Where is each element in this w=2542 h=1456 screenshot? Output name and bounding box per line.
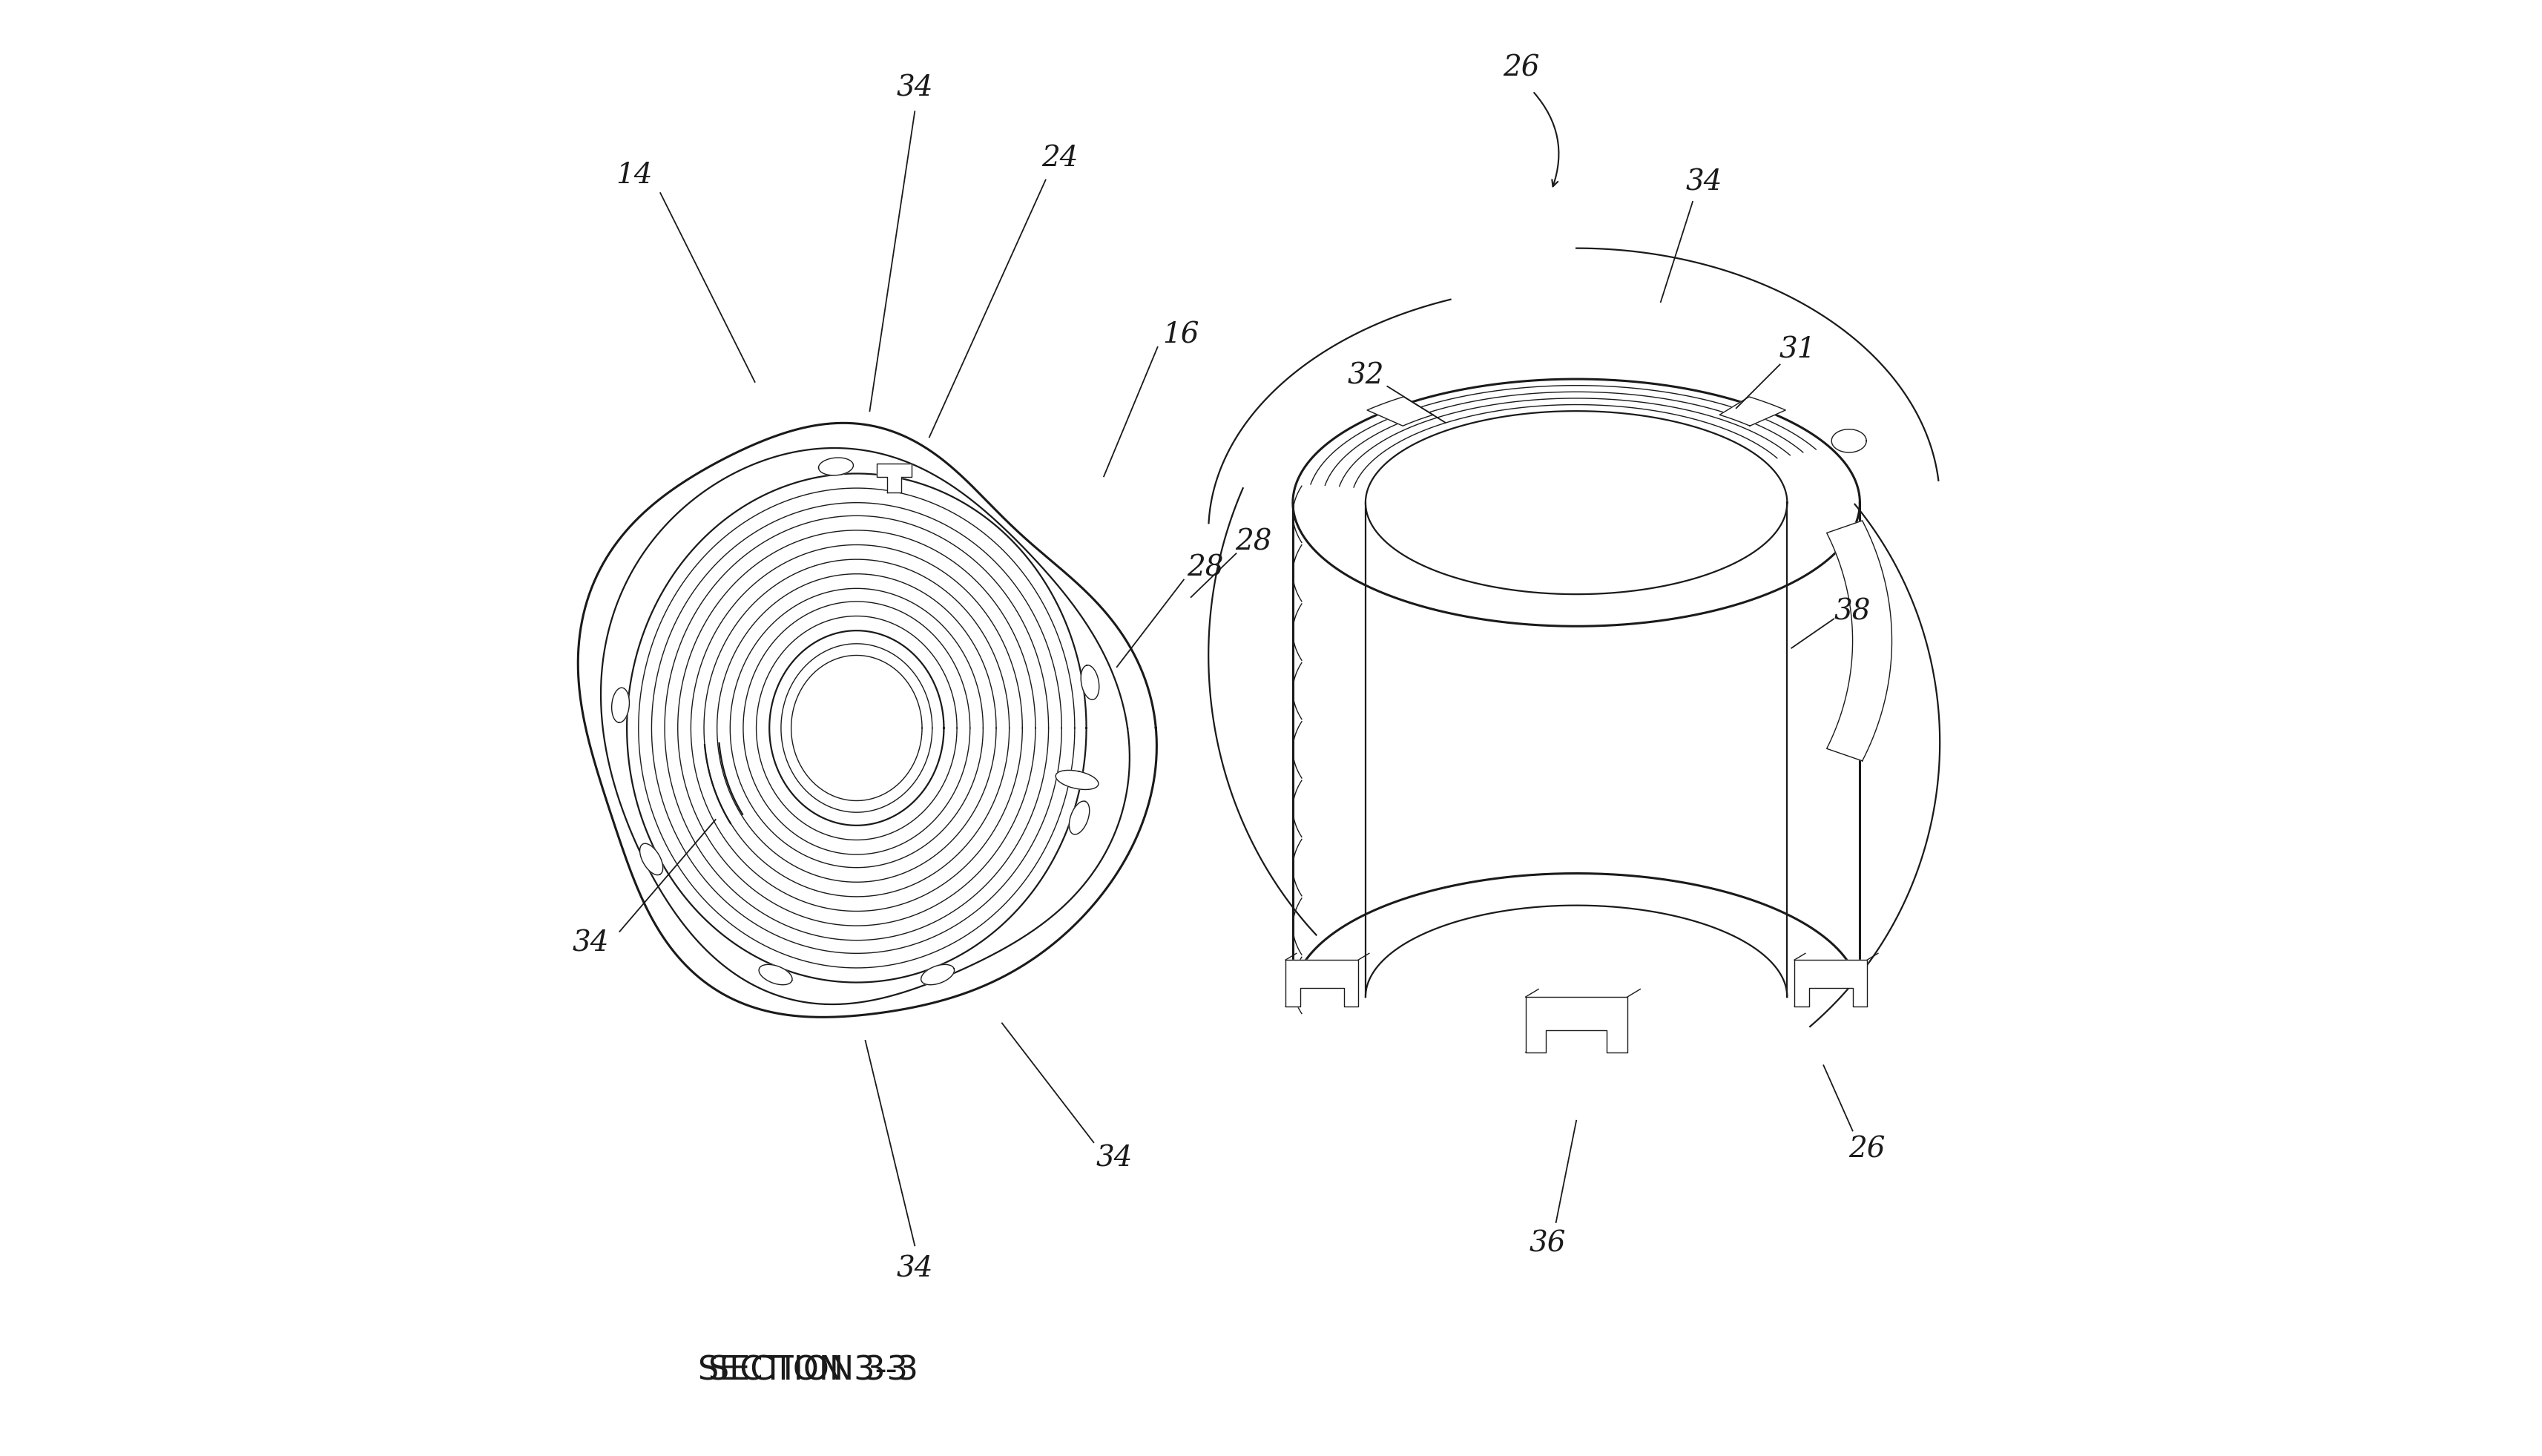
- Text: 32: 32: [1347, 363, 1383, 390]
- Polygon shape: [1718, 396, 1784, 427]
- Polygon shape: [1525, 997, 1627, 1053]
- Polygon shape: [1286, 960, 1357, 1006]
- Text: 28: 28: [1235, 529, 1271, 556]
- Text: 26: 26: [1848, 1136, 1886, 1163]
- Text: SECTION 3-3: SECTION 3-3: [709, 1354, 918, 1386]
- Polygon shape: [877, 464, 913, 492]
- Polygon shape: [920, 964, 953, 984]
- Text: 36: 36: [1528, 1230, 1566, 1258]
- Text: 34: 34: [572, 929, 610, 957]
- Polygon shape: [1368, 396, 1434, 427]
- Text: SECTION 3-3: SECTION 3-3: [699, 1354, 907, 1386]
- Text: 38: 38: [1835, 598, 1871, 626]
- Polygon shape: [760, 964, 793, 984]
- Polygon shape: [819, 457, 854, 475]
- Text: 26: 26: [1502, 54, 1540, 82]
- Polygon shape: [641, 843, 663, 875]
- Text: 16: 16: [1162, 322, 1200, 349]
- Text: 34: 34: [1685, 169, 1723, 197]
- Polygon shape: [1055, 770, 1098, 789]
- Polygon shape: [1828, 521, 1891, 761]
- Polygon shape: [1795, 960, 1868, 1006]
- Text: 24: 24: [1042, 144, 1078, 172]
- Text: 34: 34: [1096, 1144, 1131, 1172]
- Polygon shape: [1080, 665, 1098, 700]
- Polygon shape: [1070, 801, 1091, 834]
- Text: 34: 34: [897, 1255, 933, 1283]
- Text: 34: 34: [897, 74, 933, 102]
- Text: 28: 28: [1187, 555, 1223, 582]
- Text: 14: 14: [615, 162, 653, 189]
- Polygon shape: [613, 687, 630, 722]
- Text: 31: 31: [1779, 336, 1815, 364]
